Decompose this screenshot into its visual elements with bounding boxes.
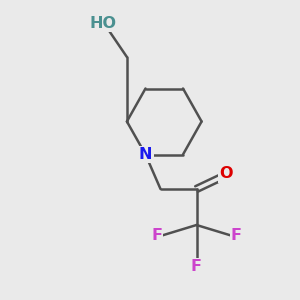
Text: F: F — [191, 259, 202, 274]
Text: O: O — [220, 167, 233, 182]
Text: F: F — [231, 228, 242, 243]
Text: HO: HO — [89, 16, 116, 31]
Text: F: F — [151, 228, 162, 243]
Text: N: N — [139, 147, 152, 162]
